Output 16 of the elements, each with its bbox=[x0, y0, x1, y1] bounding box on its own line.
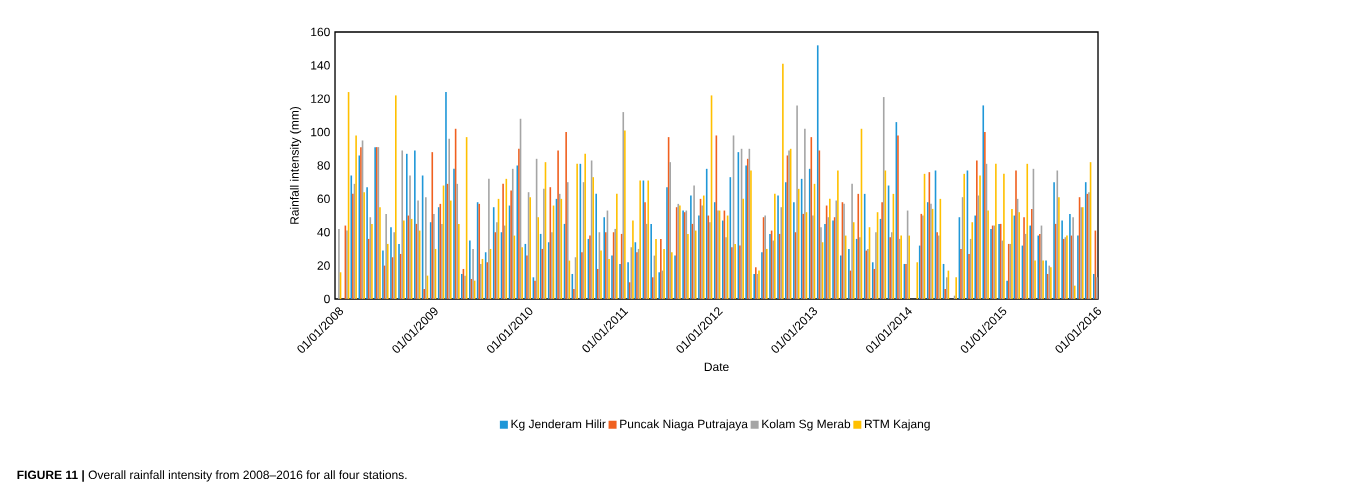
y-tick-label: 160 bbox=[311, 27, 330, 37]
y-tick-label: 100 bbox=[311, 127, 330, 137]
y-tick-label: 60 bbox=[317, 194, 330, 204]
legend-label: Kg Jenderam Hilir bbox=[511, 419, 606, 431]
legend-label: RTM Kajang bbox=[864, 419, 930, 431]
x-axis-title: Date bbox=[704, 362, 729, 372]
y-tick-label: 140 bbox=[311, 61, 330, 70]
y-tick-label: 80 bbox=[317, 161, 330, 170]
y-tick-label: 120 bbox=[311, 94, 330, 103]
y-tick-label: 40 bbox=[317, 227, 330, 237]
y-tick-label: 20 bbox=[317, 261, 330, 270]
text: FIGURE 11 | Overall rainfall intensity from 2008–2016 for all four stations. bbox=[17, 470, 407, 482]
legend-label: Puncak Niaga Putrajaya bbox=[620, 419, 748, 431]
y-axis-title: Rainfall intensity (mm) bbox=[289, 106, 302, 224]
y-tick-label: 0 bbox=[324, 294, 330, 304]
legend-label: Kolam Sg Merab bbox=[762, 419, 851, 431]
